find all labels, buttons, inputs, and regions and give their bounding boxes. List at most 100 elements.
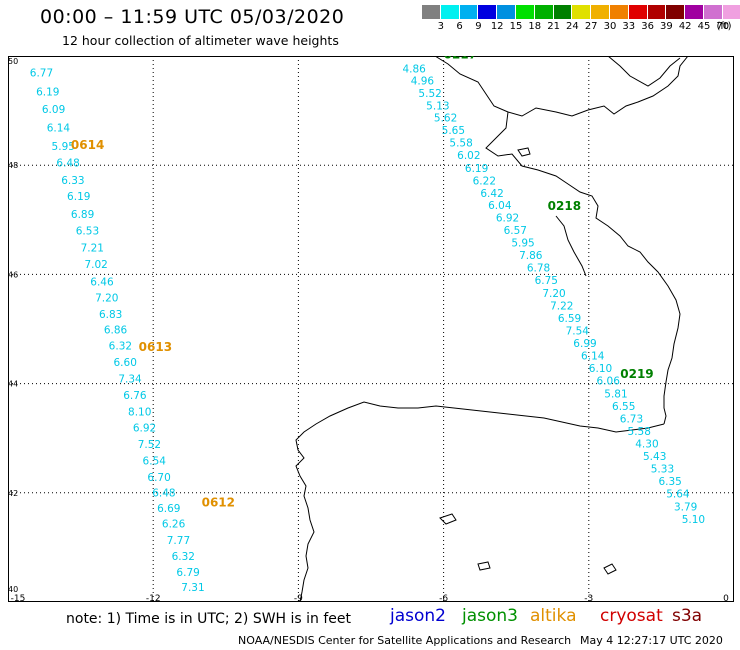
longitude-tick-label: 0 xyxy=(723,594,729,602)
wave-height-value: 6.70 xyxy=(147,472,170,484)
wave-height-value: 6.83 xyxy=(99,309,122,321)
color-scale-label: 27 xyxy=(584,21,598,32)
wave-height-value: 6.48 xyxy=(56,157,79,169)
color-scale-cell xyxy=(497,5,516,19)
color-scale-cell xyxy=(666,5,686,19)
wave-height-value: 4.96 xyxy=(411,75,435,87)
lat-lon-grid xyxy=(8,56,734,602)
wave-height-value: 6.55 xyxy=(612,401,635,413)
wave-height-value: 5.65 xyxy=(442,125,465,137)
wave-height-value: 6.06 xyxy=(597,376,621,388)
wave-height-value: 7.86 xyxy=(519,250,543,262)
wave-height-value: 6.54 xyxy=(143,455,167,467)
color-scale-label: 21 xyxy=(547,21,560,32)
color-scale-label: 12 xyxy=(490,21,504,32)
color-scale-label: 36 xyxy=(641,21,654,32)
wave-height-value: 7.02 xyxy=(84,259,107,271)
wave-height-value: 6.89 xyxy=(71,209,94,221)
wave-height-value: 7.31 xyxy=(181,582,204,594)
color-scale-cell xyxy=(703,5,723,19)
color-scale-unit: (ft) xyxy=(716,21,732,32)
color-scale-cell xyxy=(722,5,740,19)
lake-1 xyxy=(603,563,617,575)
wave-height-value: 6.02 xyxy=(457,150,480,162)
wave-height-value: 5.62 xyxy=(434,113,457,125)
color-scale-label: 45 xyxy=(697,21,711,32)
wave-height-value: 6.14 xyxy=(47,122,71,134)
timestamp: May 4 12:27:17 UTC 2020 xyxy=(580,634,723,647)
wave-height-value: 7.21 xyxy=(81,242,104,254)
wave-height-value: 6.35 xyxy=(658,476,681,488)
coastline-normandy-coast xyxy=(485,111,681,425)
satellite-legend-jason2: jason2 xyxy=(390,606,446,626)
color-scale-cell xyxy=(515,5,535,19)
longitude-tick-label: -9 xyxy=(294,594,303,602)
wave-height-value: 6.32 xyxy=(109,341,132,353)
wave-height-value: 6.42 xyxy=(480,188,503,200)
wave-height-value: 6.73 xyxy=(620,413,643,425)
wave-height-value: 7.34 xyxy=(118,374,142,386)
wave-height-value: 6.19 xyxy=(36,86,59,98)
wave-height-value: 6.19 xyxy=(67,191,90,203)
wave-height-value: 6.14 xyxy=(581,351,605,363)
color-scale-label: 33 xyxy=(622,21,636,32)
wave-height-value: 6.33 xyxy=(61,175,84,187)
coastline-spain-north xyxy=(295,401,665,602)
satellite-legend-jason3: jason3 xyxy=(462,606,518,626)
wave-height-value: 5.58 xyxy=(628,426,651,438)
map-frame xyxy=(8,56,734,602)
wave-height-value: 6.46 xyxy=(90,276,114,288)
color-scale-cell xyxy=(685,5,704,19)
satellite-legend-cryosat: cryosat xyxy=(600,606,663,626)
color-scale-label: 15 xyxy=(509,21,523,32)
color-scale-label: 9 xyxy=(475,21,482,32)
wave-height-value: 5.33 xyxy=(651,464,674,476)
longitude-tick-label: -12 xyxy=(146,594,161,602)
color-scale-cell xyxy=(459,5,479,19)
wave-height-value: 6.48 xyxy=(152,488,175,500)
wave-height-value: 5.58 xyxy=(449,138,472,150)
wave-height-value: 6.92 xyxy=(133,423,156,435)
wave-height-value: 6.76 xyxy=(123,390,147,402)
color-scale-cell xyxy=(572,5,592,19)
wave-height-value: 6.09 xyxy=(42,104,65,116)
pass-time-label: 0614 xyxy=(71,138,104,152)
wave-height-value: 6.78 xyxy=(527,263,550,275)
color-scale-cell xyxy=(647,5,667,19)
wave-height-value: 7.20 xyxy=(542,288,565,300)
wave-height-value: 6.26 xyxy=(162,519,186,531)
color-scale-label: 39 xyxy=(660,21,673,32)
color-scale-bar xyxy=(422,5,740,19)
track-jason3: 4.864.965.525.135.625.655.586.026.196.22… xyxy=(402,56,705,526)
wave-height-value: 3.79 xyxy=(674,501,697,513)
color-scale-labels: 3 6 9 12 15 18 21 24 27 30 33 36 39 42 45 70 (ft) xyxy=(422,21,740,33)
latitude-tick-label: 44 xyxy=(8,380,18,389)
wave-height-value: 6.86 xyxy=(104,324,128,336)
credit-line: NOAA/NESDIS Center for Satellite Applica… xyxy=(238,634,572,647)
footnote: note: 1) Time is in UTC; 2) SWH is in fe… xyxy=(66,611,352,627)
pass-time-label: 0218 xyxy=(548,199,581,213)
pass-time-label: 0217 xyxy=(444,56,477,62)
wave-height-value: 5.10 xyxy=(682,514,705,526)
latitude-tick-label: 46 xyxy=(8,270,18,279)
satellite-legend-altika: altika xyxy=(530,606,577,626)
color-scale-cell xyxy=(422,5,441,19)
color-scale-cell xyxy=(628,5,648,19)
wave-height-value: 6.69 xyxy=(157,503,180,515)
coastline xyxy=(295,56,689,602)
longitude-tick-label: -15 xyxy=(11,594,26,602)
wave-height-value: 6.79 xyxy=(176,567,199,579)
wave-height-value: 6.53 xyxy=(76,226,99,238)
pass-time-label: 0612 xyxy=(202,495,235,509)
map-subtitle: 12 hour collection of altimeter wave hei… xyxy=(62,33,339,48)
wave-height-value: 7.20 xyxy=(95,293,118,305)
island-small-2 xyxy=(477,561,491,571)
wave-height-value: 6.92 xyxy=(496,212,519,224)
axis-labels: -15 -12 -9 -6 -3 0 40 42 44 46 48 50 xyxy=(8,57,729,602)
track-altika: 6.77 6.19 6.09 6.14 5.95 6.48 6.33 6.19 6.89 6.53… xyxy=(30,68,235,594)
wave-height-value: 6.19 xyxy=(465,163,488,175)
island-small-1 xyxy=(439,513,457,525)
wave-height-value: 4.30 xyxy=(635,438,658,450)
color-scale-label: 30 xyxy=(603,21,617,32)
